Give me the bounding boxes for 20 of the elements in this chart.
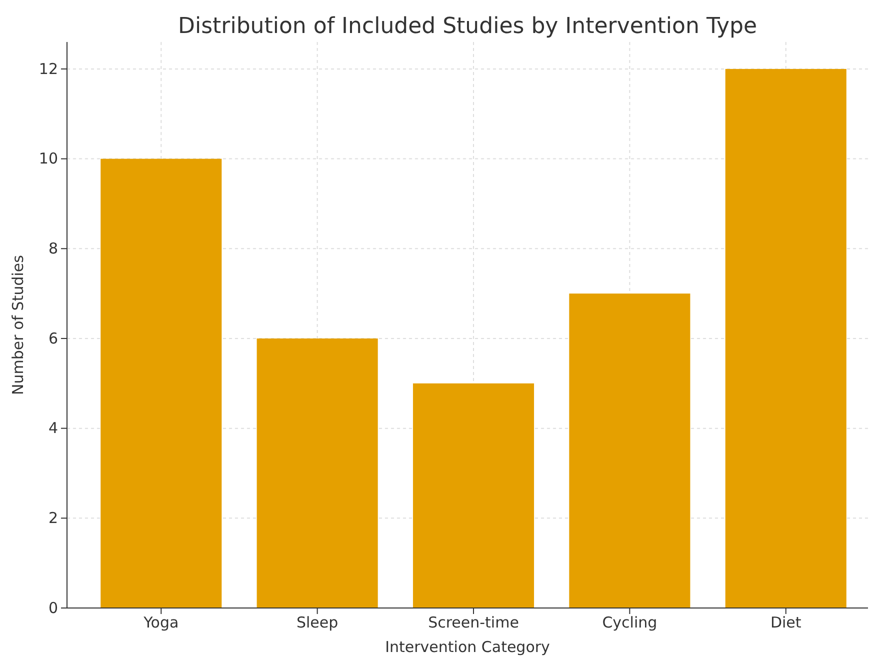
x-tick-label: Screen-time bbox=[428, 614, 519, 632]
x-tick-label: Diet bbox=[770, 614, 802, 632]
y-tick-label: 8 bbox=[48, 239, 58, 258]
y-tick-label: 2 bbox=[48, 508, 58, 527]
y-axis-title: Number of Studies bbox=[9, 254, 27, 395]
bar bbox=[412, 383, 534, 608]
y-tick-label: 0 bbox=[48, 598, 58, 617]
x-tick-label: Yoga bbox=[142, 614, 179, 632]
bar bbox=[725, 68, 846, 608]
y-tick-label: 4 bbox=[48, 419, 58, 438]
x-tick-label: Sleep bbox=[296, 614, 338, 632]
bar bbox=[569, 294, 690, 608]
y-tick-label: 10 bbox=[38, 150, 58, 168]
bar bbox=[100, 158, 222, 608]
x-tick-label: Cycling bbox=[602, 614, 658, 632]
x-axis-title: Intervention Category bbox=[385, 638, 550, 656]
bar bbox=[256, 338, 378, 608]
chart-title: Distribution of Included Studies by Intervention Type bbox=[178, 14, 757, 39]
y-tick-label: 6 bbox=[48, 329, 58, 348]
y-tick-label: 12 bbox=[38, 60, 58, 78]
